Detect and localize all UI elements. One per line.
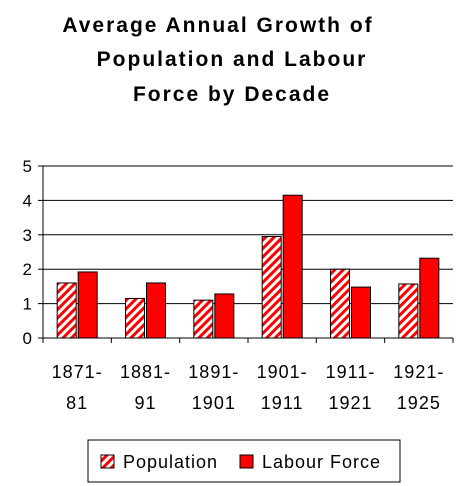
- bar-labour-force: [419, 257, 440, 339]
- y-axis-ticks: 0 1 2 3 4 5: [23, 157, 43, 348]
- chart-title-line-2: Population and Labour: [97, 48, 368, 71]
- chart-title-line-1: Average Annual Growth of: [62, 14, 373, 37]
- x-tick-label: 1921: [328, 393, 372, 413]
- bar-population: [56, 282, 77, 339]
- bar-labour-force: [282, 194, 303, 339]
- x-tick-label: 1871-: [52, 362, 103, 382]
- chart-title: Average Annual Growth of Population and …: [62, 14, 373, 106]
- x-tick-label: 1911: [261, 393, 304, 413]
- bar-population: [330, 268, 350, 339]
- y-tick-label: 5: [23, 157, 32, 176]
- chart-title-line-3: Force by Decade: [133, 83, 331, 106]
- y-tick-label: 4: [23, 191, 32, 210]
- bars: [56, 194, 440, 339]
- y-tick-label: 1: [23, 295, 32, 314]
- x-tick-label: 1901-: [257, 362, 308, 382]
- bar-labour-force: [351, 286, 371, 339]
- bar-labour-force: [77, 271, 98, 339]
- x-axis-labels: 1871- 81 1881- 91 1891- 1901 1901- 1911 1911- 192…: [52, 362, 444, 413]
- legend-swatch-labour-force: [239, 454, 254, 469]
- x-tick-label: 91: [134, 393, 156, 413]
- y-tick-label: 2: [23, 260, 32, 279]
- legend: Population Labour Force: [87, 439, 401, 483]
- x-tick-label: 1911-: [326, 362, 376, 382]
- bar-population: [193, 299, 214, 339]
- bar-population: [398, 283, 419, 339]
- bar-labour-force: [146, 282, 166, 339]
- x-tick-label: 1901: [192, 393, 236, 413]
- x-tick-label: 1921-: [393, 362, 444, 382]
- x-tick-label: 1891-: [188, 362, 239, 382]
- x-tick-label: 1925: [397, 393, 441, 413]
- axes: [42, 166, 454, 343]
- legend-label-labour-force: Labour Force: [262, 452, 381, 472]
- x-tick-label: 1881-: [120, 362, 171, 382]
- y-tick-label: 0: [23, 329, 32, 348]
- legend-label-population: Population: [123, 452, 218, 472]
- bar-labour-force: [214, 293, 235, 339]
- bar-population: [125, 297, 145, 339]
- bar-population: [261, 236, 282, 339]
- gridlines: [43, 165, 453, 305]
- legend-swatch-population: [100, 454, 115, 469]
- x-tick-label: 81: [66, 393, 88, 413]
- y-tick-label: 3: [23, 226, 32, 245]
